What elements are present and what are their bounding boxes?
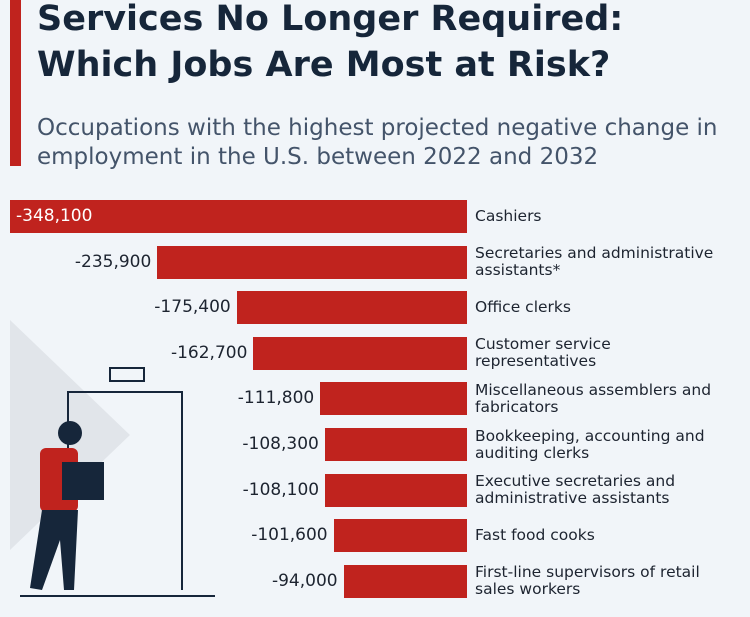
bar <box>236 291 467 325</box>
bar <box>324 428 467 461</box>
category-label: Bookkeeping, accounting and auditing cle… <box>475 426 705 462</box>
value-label: -162,700 <box>170 342 248 363</box>
chart-subtitle: Occupations with the highest projected n… <box>37 115 718 170</box>
box <box>62 462 104 500</box>
bar <box>333 519 467 553</box>
legs <box>30 510 78 590</box>
bar <box>157 245 467 279</box>
category-label: Executive secretaries and administrative… <box>475 472 676 508</box>
value-label: -175,400 <box>154 297 231 318</box>
value-label: -348,100 <box>16 206 93 226</box>
category-label: Cashiers <box>475 207 542 225</box>
accent-bar <box>10 0 21 166</box>
value-label: -108,300 <box>242 434 319 454</box>
category-label: Fast food cooks <box>475 526 595 545</box>
value-label: -111,800 <box>237 388 315 409</box>
bar <box>325 473 467 507</box>
value-label: -108,100 <box>242 479 320 500</box>
head <box>58 421 82 445</box>
door-sign <box>109 367 145 382</box>
category-label: Miscellaneous assemblers and fabricators <box>475 380 712 416</box>
value-label: -94,000 <box>271 570 338 591</box>
category-label: Office clerks <box>475 298 571 317</box>
category-label: Secretaries and administrative assistant… <box>475 244 714 280</box>
value-label: -235,900 <box>74 251 152 272</box>
bar <box>320 382 467 416</box>
bar <box>343 564 467 598</box>
value-label: -101,600 <box>251 525 328 546</box>
bar <box>253 336 467 370</box>
category-label: Customer service representatives <box>475 335 611 371</box>
chart-title: Services No Longer Required: Which Jobs … <box>37 0 624 85</box>
bar <box>10 200 467 233</box>
category-label: First-line supervisors of retail sales w… <box>475 563 700 599</box>
illustration <box>10 320 215 597</box>
